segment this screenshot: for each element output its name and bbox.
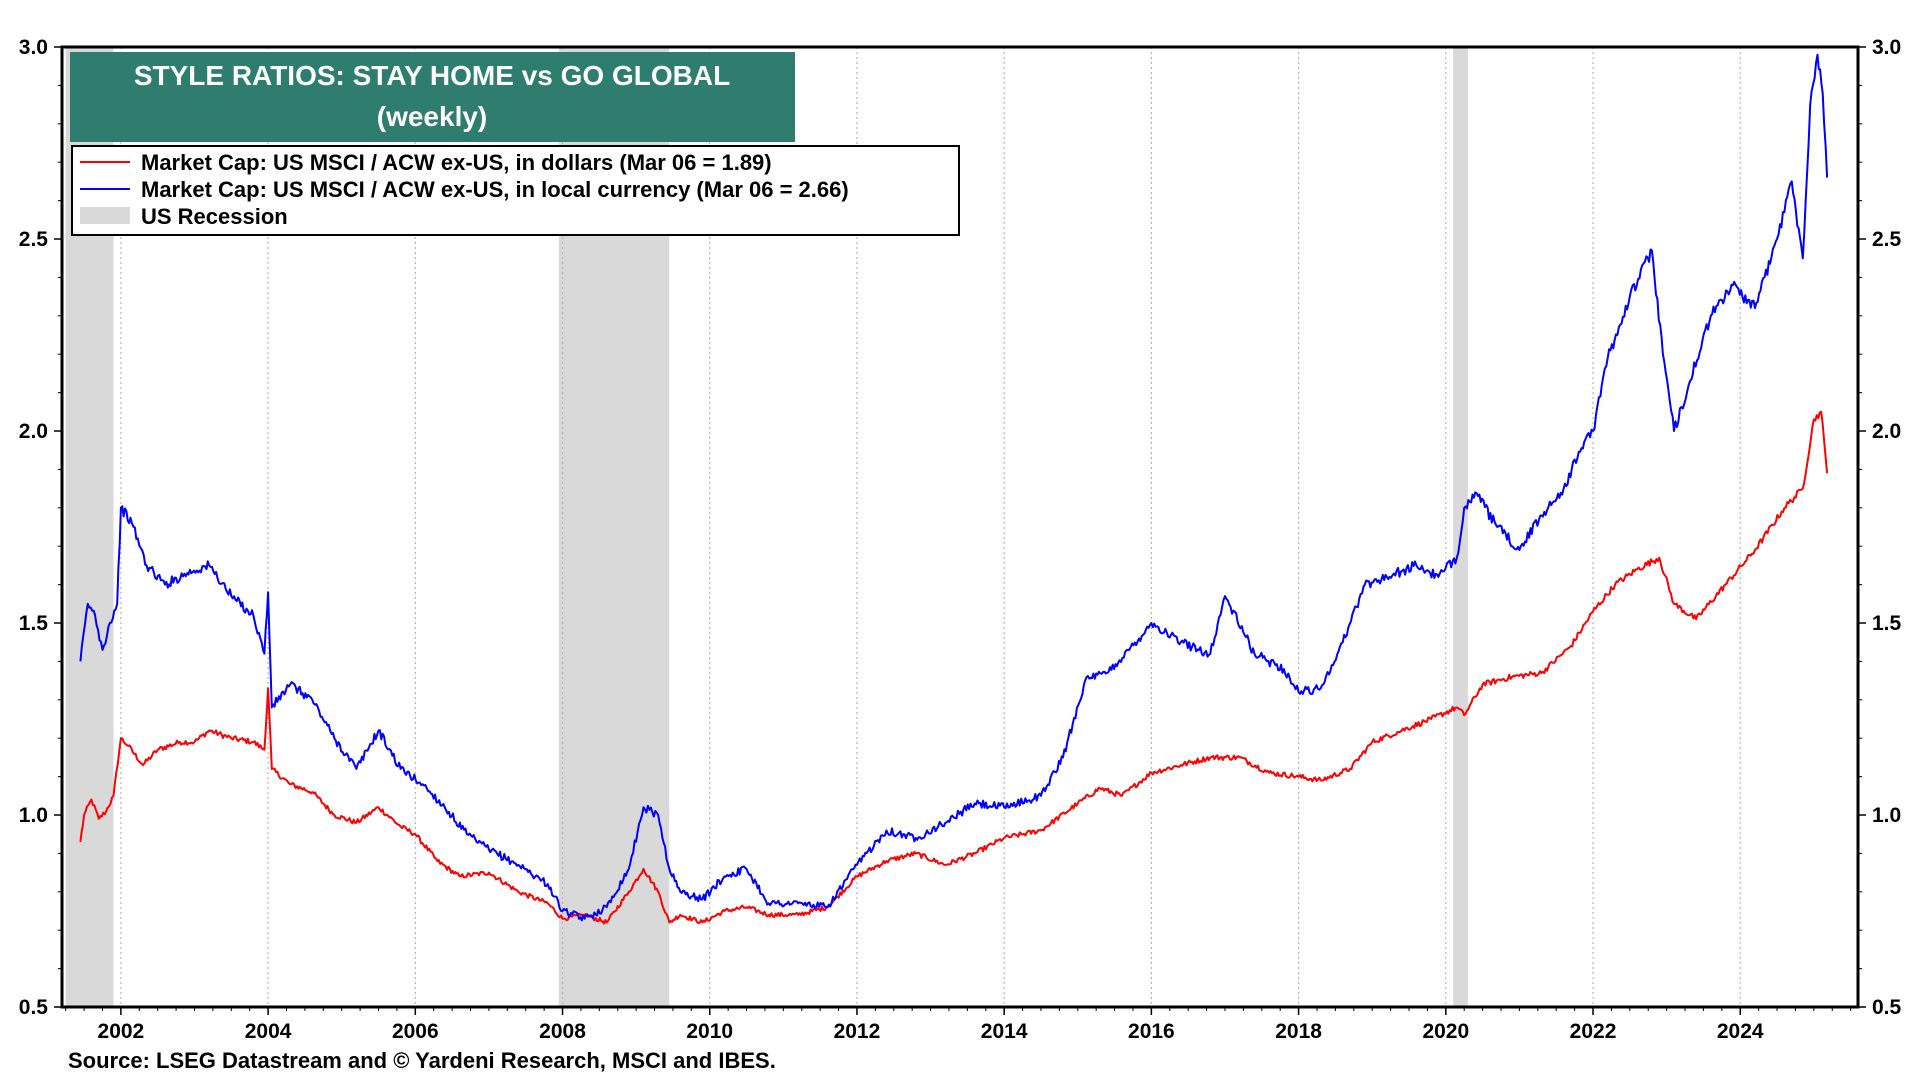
- chart-title: STYLE RATIOS: STAY HOME vs GO GLOBAL: [134, 60, 730, 91]
- x-tick-label-2010: 2010: [686, 1020, 733, 1043]
- title-box: STYLE RATIOS: STAY HOME vs GO GLOBAL (we…: [70, 52, 795, 142]
- recession-band-2: [1453, 47, 1468, 1007]
- x-tick-label-2016: 2016: [1128, 1020, 1175, 1043]
- y-tick-label-left: 1.5: [19, 612, 49, 635]
- x-tick-label-2018: 2018: [1275, 1020, 1322, 1043]
- y-tick-label-right: 1.5: [1872, 612, 1902, 635]
- plot-frame: [60, 45, 1860, 1009]
- y-tick-label-right: 2.0: [1872, 420, 1901, 443]
- x-tick-label-2024: 2024: [1717, 1020, 1764, 1043]
- x-tick-label-2002: 2002: [98, 1020, 145, 1043]
- x-tick-label-2020: 2020: [1422, 1020, 1469, 1043]
- x-tick-label-2008: 2008: [539, 1020, 586, 1043]
- series-line-0: [79, 410, 1829, 925]
- legend-label-dollars: Market Cap: US MSCI / ACW ex-US, in doll…: [141, 150, 772, 175]
- series-lines: [79, 53, 1829, 925]
- series-line-1: [79, 53, 1829, 922]
- legend: Market Cap: US MSCI / ACW ex-US, in doll…: [71, 145, 960, 236]
- y-tick-label-left: 2.0: [19, 420, 48, 443]
- x-tick-label-2004: 2004: [245, 1020, 292, 1043]
- x-tick-label-2022: 2022: [1570, 1020, 1617, 1043]
- legend-label-recession: US Recession: [141, 204, 288, 229]
- x-tick-label-2012: 2012: [834, 1020, 881, 1043]
- y-tick-label-right: 2.5: [1872, 228, 1902, 251]
- x-tick-label-2006: 2006: [392, 1020, 439, 1043]
- x-tick-label-2014: 2014: [981, 1020, 1028, 1043]
- source-note: Source: LSEG Datastream and © Yardeni Re…: [68, 1048, 776, 1073]
- y-tick-label-right: 1.0: [1872, 804, 1901, 827]
- y-tick-label-right: 0.5: [1872, 996, 1902, 1019]
- legend-swatch-recession: [80, 207, 130, 224]
- legend-box: [71, 145, 960, 236]
- y-tick-label-left: 1.0: [19, 804, 48, 827]
- y-tick-label-left: 2.5: [19, 228, 49, 251]
- chart-subtitle: (weekly): [377, 101, 488, 132]
- y-tick-label-right: 3.0: [1872, 36, 1901, 59]
- legend-label-local: Market Cap: US MSCI / ACW ex-US, in loca…: [141, 177, 849, 202]
- y-tick-label-left: 0.5: [19, 996, 49, 1019]
- axis-ticks: 2002 2004 2006 2008 2010 2012 2014 2016 2018 2020…: [19, 36, 1902, 1043]
- y-tick-label-left: 3.0: [19, 36, 48, 59]
